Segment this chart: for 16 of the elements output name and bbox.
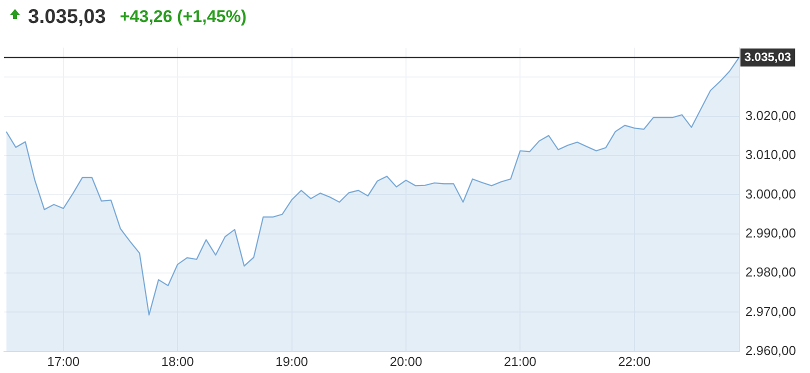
y-tick-label: 2.970,00: [745, 304, 796, 319]
x-tick-label: 21:00: [504, 354, 536, 369]
y-tick-label: 3.010,00: [745, 147, 796, 162]
x-tick-label: 22:00: [618, 354, 651, 369]
x-tick-label: 20:00: [390, 354, 422, 369]
y-tick-label: 3.000,00: [745, 186, 796, 202]
chart-subtitle: +43,26 (+1,45%): [120, 7, 247, 27]
chart-title: 3.035,03: [28, 6, 106, 28]
x-tick-label: 18:00: [161, 354, 194, 369]
ref-line-label: 3.035,03: [744, 50, 792, 64]
x-tick-label: 17:00: [47, 354, 80, 369]
y-tick-label: 2.990,00: [745, 225, 796, 240]
x-tick-label: 19:00: [275, 354, 308, 369]
y-tick-label: 2.980,00: [745, 264, 796, 280]
y-tick-label: 3.020,00: [745, 108, 796, 123]
y-tick-label: 2.960,00: [745, 342, 796, 358]
